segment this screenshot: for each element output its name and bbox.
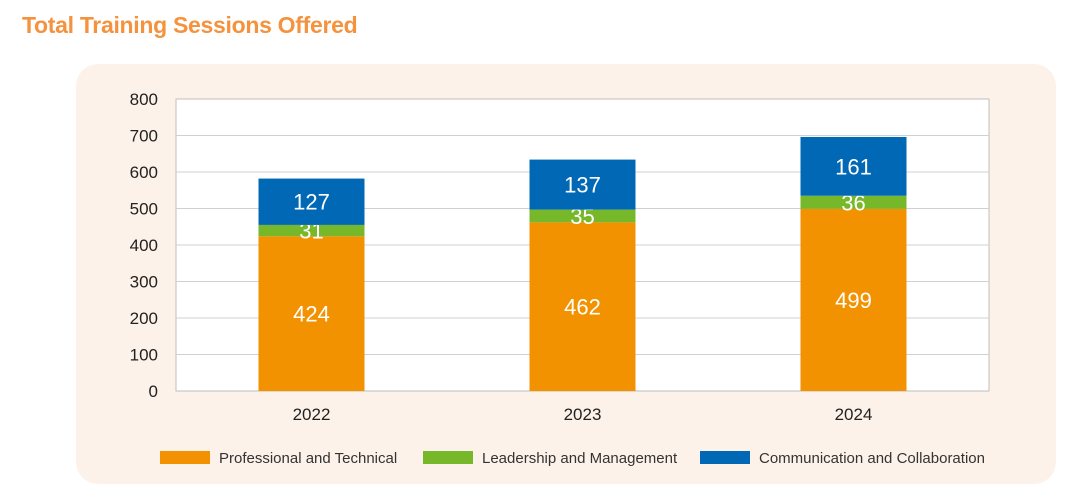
bar-segment xyxy=(529,209,636,223)
x-tick-label: 2023 xyxy=(564,405,602,424)
data-label: 127 xyxy=(293,190,330,215)
bar-segment xyxy=(800,136,907,196)
y-tick-label: 300 xyxy=(130,273,158,292)
y-tick-label: 600 xyxy=(130,163,158,182)
bar-segment xyxy=(258,224,365,237)
bar-segment xyxy=(800,195,907,209)
legend-label: Leadership and Management xyxy=(482,450,678,467)
y-tick-label: 200 xyxy=(130,309,158,328)
y-tick-label: 500 xyxy=(130,200,158,219)
bar-segment xyxy=(529,222,636,391)
legend-swatch xyxy=(423,451,473,464)
legend-label: Communication and Collaboration xyxy=(759,450,985,467)
legend-label: Professional and Technical xyxy=(219,450,397,467)
y-tick-label: 0 xyxy=(149,382,158,401)
x-tick-label: 2024 xyxy=(835,405,873,424)
data-label: 462 xyxy=(564,295,601,320)
legend-swatch xyxy=(700,451,750,464)
y-tick-label: 800 xyxy=(130,90,158,109)
bar-segment xyxy=(529,159,636,210)
y-tick-label: 100 xyxy=(130,346,158,365)
x-tick-label: 2022 xyxy=(293,405,331,424)
bar-segment xyxy=(800,208,907,391)
data-label: 424 xyxy=(293,302,330,327)
data-label: 499 xyxy=(835,288,872,313)
y-tick-label: 400 xyxy=(130,236,158,255)
data-label: 137 xyxy=(564,173,601,198)
legend-swatch xyxy=(160,451,210,464)
data-label: 161 xyxy=(835,154,872,179)
chart-title: Total Training Sessions Offered xyxy=(22,12,358,38)
bar-segment xyxy=(258,178,365,225)
y-tick-label: 700 xyxy=(130,127,158,146)
bar-segment xyxy=(258,236,365,391)
